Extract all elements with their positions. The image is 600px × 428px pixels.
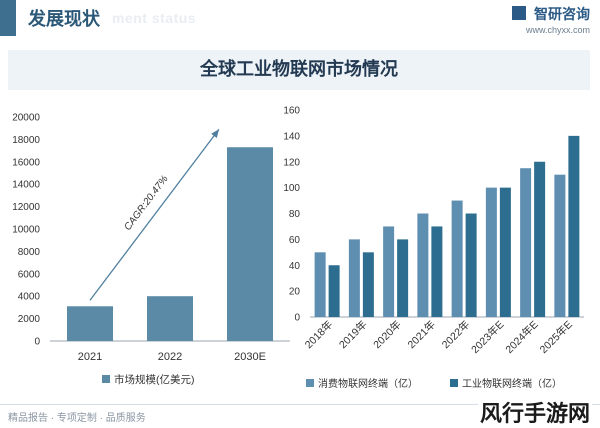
brand-name: 智研咨询 — [534, 6, 590, 22]
y-tick-label: 20000 — [12, 113, 40, 124]
y-tick-label: 120 — [283, 157, 300, 168]
y-tick-label: 10000 — [12, 225, 40, 236]
y-tick-label: 40 — [289, 261, 301, 272]
y-tick-label: 2000 — [18, 314, 41, 325]
x-tick-label: 2024年E — [503, 318, 541, 356]
y-tick-label: 140 — [283, 131, 300, 142]
watermark-text: 风行手游网 — [477, 396, 592, 428]
x-tick-label: 2022年 — [439, 318, 472, 351]
bar-consumer-5 — [485, 187, 497, 317]
x-tick-label: 2023年E — [468, 318, 506, 356]
legend-swatch-consumer — [306, 379, 314, 387]
footer-divider — [0, 404, 600, 405]
cagr-arrow-head — [211, 129, 219, 138]
y-tick-label: 18000 — [12, 135, 40, 146]
brand-url: www.chyxx.com — [525, 25, 590, 35]
bar-2022 — [147, 296, 193, 341]
bar-consumer-1 — [348, 239, 360, 317]
x-tick-label: 2022 — [158, 351, 182, 363]
header-accent-bar — [0, 0, 16, 36]
x-tick-label: 2018年 — [302, 318, 335, 351]
x-tick-label: 2030E — [234, 351, 266, 363]
bar-consumer-7 — [554, 174, 566, 317]
legend-label: 市场规模(亿美元) — [114, 373, 195, 386]
legend-swatch-industrial — [450, 379, 458, 387]
page-footer: 精品报告 · 专项定制 · 品质服务 风行手游网 — [0, 396, 600, 428]
section-subtitle: ment status — [112, 10, 197, 26]
y-tick-label: 100 — [283, 183, 300, 194]
y-tick-label: 8000 — [18, 247, 41, 258]
bar-consumer-4 — [451, 200, 463, 317]
section-title: 发展现状 — [28, 9, 100, 30]
bar-2021 — [67, 306, 113, 341]
y-tick-label: 0 — [294, 313, 300, 324]
bar-consumer-6 — [520, 168, 532, 317]
legend-swatch — [102, 375, 110, 383]
y-tick-label: 4000 — [18, 292, 41, 303]
bar-industrial-5 — [499, 187, 511, 317]
chart-title-banner: 全球工业物联网市场情况 — [8, 50, 590, 90]
bar-industrial-6 — [534, 161, 546, 317]
x-tick-label: 2020年 — [371, 318, 404, 351]
y-tick-label: 14000 — [12, 180, 40, 191]
brand-block: 智研咨询 www.chyxx.com — [511, 4, 590, 35]
y-tick-label: 12000 — [12, 202, 40, 213]
y-tick-label: 16000 — [12, 157, 40, 168]
x-tick-label: 2021 — [78, 351, 102, 363]
terminals-chart: 0 20 40 60 80 100 120 140 160 2018年 2019年 2020年 2021… — [283, 106, 584, 390]
y-tick-label: 160 — [283, 106, 300, 117]
y-tick-label: 0 — [34, 337, 40, 348]
x-tick-label: 2021年 — [405, 318, 438, 351]
market-size-chart: 0 2000 4000 6000 8000 10000 12000 14000 16000 180… — [12, 113, 290, 386]
bar-consumer-3 — [417, 213, 429, 317]
y-tick-label: 20 — [289, 287, 301, 298]
page-header: 发展现状 ment status 智研咨询 www.chyxx.com — [0, 0, 600, 36]
y-tick-label: 60 — [289, 235, 301, 246]
legend-label-consumer: 消费物联网终端（亿） — [318, 377, 418, 390]
brand-logo-icon — [511, 6, 526, 20]
cagr-arrow-line — [89, 128, 220, 301]
bar-industrial-2 — [397, 239, 409, 317]
bar-industrial-4 — [465, 213, 477, 317]
bar-consumer-0 — [314, 252, 326, 317]
legend-label-industrial: 工业物联网终端（亿） — [462, 377, 562, 390]
bar-consumer-2 — [383, 226, 395, 317]
y-tick-label: 6000 — [18, 269, 41, 280]
bar-2030e — [227, 147, 273, 341]
bar-industrial-1 — [362, 252, 374, 317]
bar-industrial-3 — [431, 226, 443, 317]
footer-slogan: 精品报告 · 专项定制 · 品质服务 — [8, 413, 146, 424]
x-tick-label: 2019年 — [336, 318, 369, 351]
chart-title: 全球工业物联网市场情况 — [200, 59, 398, 80]
bar-industrial-7 — [568, 135, 580, 317]
y-tick-label: 80 — [289, 209, 301, 220]
x-tick-label: 2025年E — [537, 318, 575, 356]
bar-industrial-0 — [328, 265, 340, 317]
